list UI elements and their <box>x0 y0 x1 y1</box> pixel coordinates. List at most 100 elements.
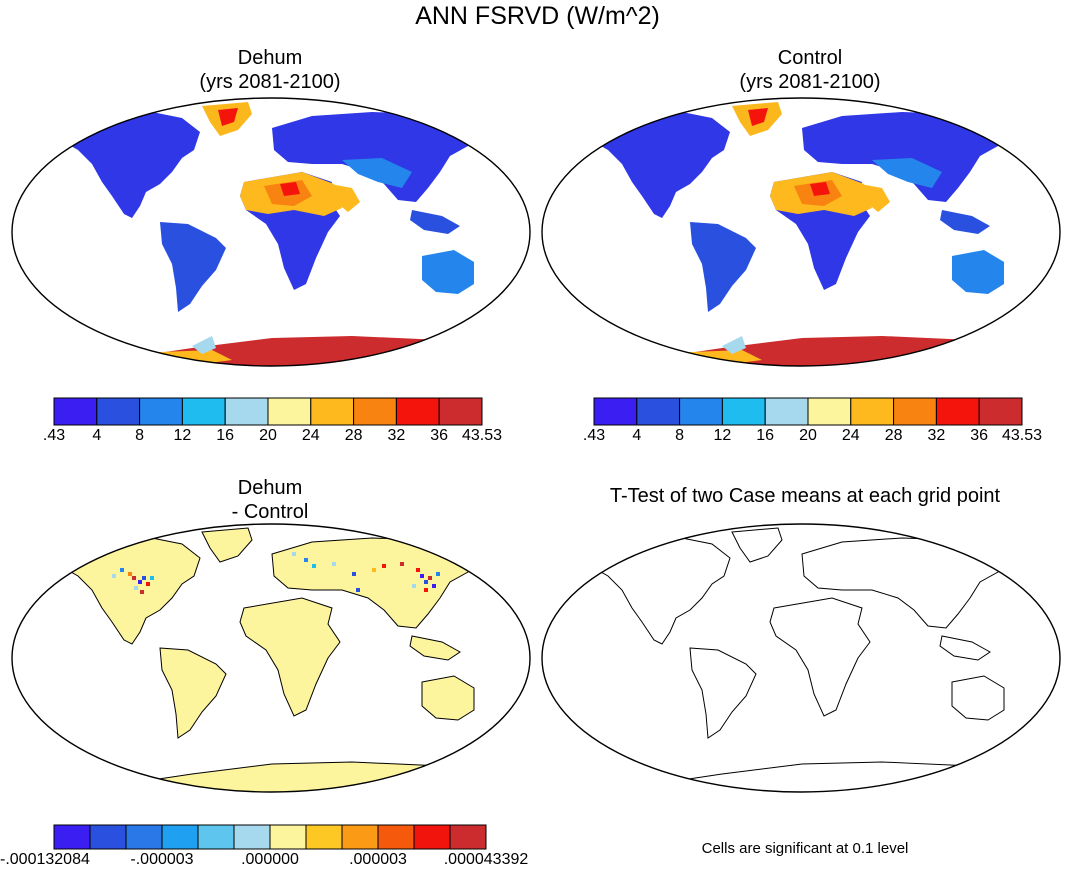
colorbar-tick-label: 36 <box>430 427 449 444</box>
land-greenland <box>201 527 253 563</box>
map-diff <box>11 523 531 793</box>
map-border <box>541 97 1061 367</box>
colorbar-tick-label: 4 <box>632 427 642 444</box>
map-border <box>541 523 1061 793</box>
diff-cell <box>436 572 440 576</box>
colorbar-swatch <box>395 397 440 426</box>
land-antarctica-edge <box>642 350 762 366</box>
coast-north-america <box>589 537 731 645</box>
significance-note: Cells are significant at 0.1 level <box>701 840 909 857</box>
diff-cell <box>382 564 386 568</box>
coast-south-america <box>689 647 757 739</box>
diff-cell <box>400 562 404 566</box>
land-antarctica <box>111 761 463 792</box>
land-eurasia <box>802 112 1012 202</box>
colorbar-tick-label: .000000 <box>241 851 299 868</box>
greenland-core <box>748 108 768 126</box>
colorbar-tick-label: 16 <box>216 427 235 444</box>
greenland-core <box>218 108 238 126</box>
diff-cell <box>352 572 356 576</box>
diff-cell <box>134 586 138 590</box>
diff-cell <box>372 568 376 572</box>
colorbar-swatch <box>413 824 451 850</box>
colorbar-tick-label: 8 <box>675 427 685 444</box>
colorbar-tick-label: 36 <box>970 427 989 444</box>
coast-eurasia <box>801 537 1013 629</box>
colorbar-tick-label: 20 <box>259 427 277 444</box>
colorbar-tick-label: 12 <box>173 427 192 444</box>
land-antarctica-peninsula <box>722 336 746 354</box>
colorbar-swatch <box>893 397 937 426</box>
colorbar-tick-label: 24 <box>301 427 320 444</box>
colorbar-swatch <box>449 824 487 850</box>
diff-cell <box>120 568 124 572</box>
colorbar-tick-label: .000043392 <box>443 851 529 868</box>
colorbar-tick-label: 4 <box>92 427 102 444</box>
land-se-asia <box>940 210 990 234</box>
colorbar-swatch <box>161 824 199 850</box>
colorbar-swatch <box>139 397 183 426</box>
land-north-america <box>590 112 730 218</box>
land-south-america <box>160 222 226 312</box>
panel-title-line2: (yrs 2081-2100) <box>739 71 881 93</box>
land-antarctica-peninsula <box>192 336 216 354</box>
colorbar-swatch <box>978 397 1023 426</box>
panel-title-line2: (yrs 2081-2100) <box>199 71 341 93</box>
coast-greenland <box>731 527 783 563</box>
panel-title-line2: - Control <box>231 501 309 523</box>
colorbar-tick-label: 12 <box>713 427 732 444</box>
diff-cell <box>416 568 420 572</box>
colorbar-tick-label: .000003 <box>349 851 407 868</box>
panel-title-ttest: T-Test of two Case means at each grid po… <box>540 484 1070 508</box>
colorbar-tick-label: 43.53 <box>1001 427 1043 444</box>
colorbar-diff <box>53 824 487 850</box>
colorbar-swatch <box>341 824 379 850</box>
colorbar-tick-label: 24 <box>841 427 860 444</box>
colorbar-swatch <box>197 824 235 850</box>
colorbar-tick-label: 20 <box>799 427 817 444</box>
land-australia <box>421 675 475 721</box>
colorbar-swatch <box>305 824 343 850</box>
land-eurasia <box>272 112 482 202</box>
land-south-america <box>159 647 227 739</box>
colorbar-swatch <box>353 397 397 426</box>
colorbar-tick-label: -.000132084 <box>0 851 90 868</box>
diff-cell <box>304 558 308 562</box>
land-north-america <box>59 537 201 645</box>
coast-antarctica <box>641 761 993 792</box>
map-border <box>11 523 531 793</box>
diff-cell <box>150 576 154 580</box>
diff-cell <box>420 574 424 578</box>
colorbar-dehum <box>53 397 483 426</box>
colorbar-swatch <box>269 824 307 850</box>
panel-title-line1: Dehum <box>237 47 303 69</box>
land-asia-central <box>872 158 942 188</box>
colorbar-swatch <box>224 397 269 426</box>
map-control <box>541 97 1061 367</box>
panel-title-line1: Dehum <box>237 477 303 499</box>
diff-cell <box>112 574 116 578</box>
diff-cell <box>140 590 144 594</box>
diff-cell <box>428 576 432 580</box>
colorbar-swatch <box>377 824 415 850</box>
colorbar-swatch <box>125 824 163 850</box>
colorbar-swatch <box>438 397 483 426</box>
land-arabia <box>330 184 360 212</box>
land-sahara-peak <box>280 182 300 196</box>
map-border <box>11 97 531 367</box>
diff-cell <box>292 552 296 556</box>
diff-cell <box>146 582 150 586</box>
colorbar-swatch <box>636 397 681 426</box>
diff-cell <box>412 584 416 588</box>
panel-title-control: Control (yrs 2081-2100) <box>600 46 1020 94</box>
diff-cell <box>424 580 428 584</box>
land-north-america <box>60 112 200 218</box>
land-se-asia <box>409 635 461 661</box>
colorbar-swatch <box>807 397 852 426</box>
land-australia <box>952 250 1004 294</box>
land-asia-central <box>342 158 412 188</box>
diff-cells <box>112 552 440 594</box>
panel-title-diff: Dehum - Control <box>60 476 480 524</box>
colorbar-tick-label: 32 <box>927 427 946 444</box>
diff-cell <box>138 580 142 584</box>
